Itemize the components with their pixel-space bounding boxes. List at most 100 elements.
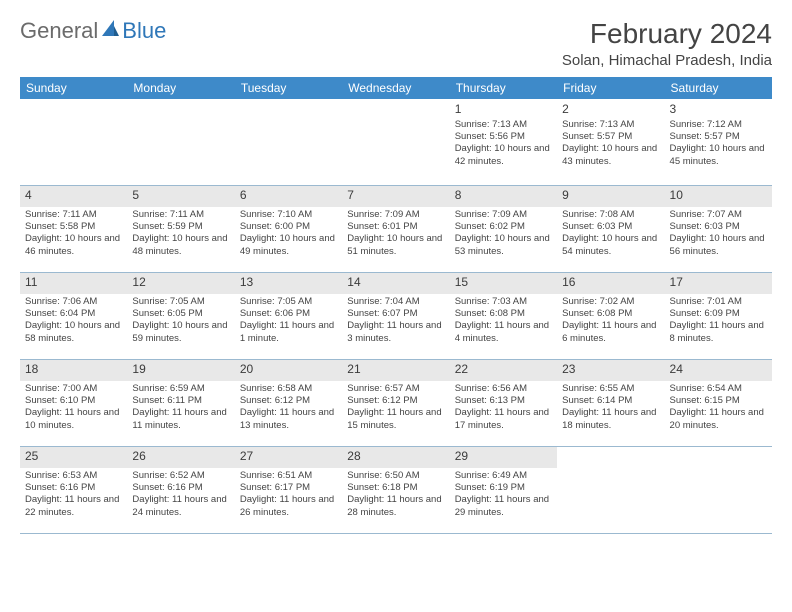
day-number: 29 [455, 449, 552, 465]
day-ss: Sunset: 6:03 PM [562, 221, 659, 233]
brand-logo: General Blue [20, 18, 166, 44]
daynum-bar: 10 [665, 186, 772, 207]
calendar: Sunday Monday Tuesday Wednesday Thursday… [20, 77, 772, 534]
daynum-bar: 9 [557, 186, 664, 207]
daynum-bar: 16 [557, 273, 664, 294]
day-cell: 11Sunrise: 7:06 AMSunset: 6:04 PMDayligh… [20, 273, 127, 359]
day-number: 16 [562, 275, 659, 291]
day-cell: 25Sunrise: 6:53 AMSunset: 6:16 PMDayligh… [20, 447, 127, 533]
day-cell: 7Sunrise: 7:09 AMSunset: 6:01 PMDaylight… [342, 186, 449, 272]
daynum-bar: 24 [665, 360, 772, 381]
day-cell: 21Sunrise: 6:57 AMSunset: 6:12 PMDayligh… [342, 360, 449, 446]
day-ss: Sunset: 6:15 PM [670, 395, 767, 407]
day-dl: Daylight: 10 hours and 59 minutes. [132, 320, 229, 345]
day-number: 17 [670, 275, 767, 291]
daynum-bar: 2 [562, 102, 659, 118]
day-sr: Sunrise: 7:02 AM [562, 296, 659, 308]
day-number: 7 [347, 188, 444, 204]
day-ss: Sunset: 6:09 PM [670, 308, 767, 320]
day-cell: 14 Sunrise: 7:04 AMSunset: 6:07 PMDayligh… [342, 273, 449, 359]
day-cell: 2Sunrise: 7:13 AMSunset: 5:57 PMDaylight… [557, 99, 664, 185]
day-dl: Daylight: 11 hours and 24 minutes. [132, 494, 229, 519]
weekday-header: Wednesday [342, 77, 449, 99]
day-dl: Daylight: 11 hours and 4 minutes. [455, 320, 552, 345]
day-ss: Sunset: 6:10 PM [25, 395, 122, 407]
day-cell: 20Sunrise: 6:58 AMSunset: 6:12 PMDayligh… [235, 360, 342, 446]
daynum-bar: 13 [235, 273, 342, 294]
weekday-header: Monday [127, 77, 234, 99]
weekday-header: Friday [557, 77, 664, 99]
weekday-header: Tuesday [235, 77, 342, 99]
daynum-bar: 4 [20, 186, 127, 207]
location: Solan, Himachal Pradesh, India [562, 52, 772, 69]
day-sr: Sunrise: 7:08 AM [562, 209, 659, 221]
day-number: 20 [240, 362, 337, 378]
week-row: 25Sunrise: 6:53 AMSunset: 6:16 PMDayligh… [20, 447, 772, 534]
day-number: 2 [562, 102, 659, 118]
day-dl: Daylight: 11 hours and 22 minutes. [25, 494, 122, 519]
day-dl: Daylight: 10 hours and 54 minutes. [562, 233, 659, 258]
day-dl: Daylight: 11 hours and 3 minutes. [347, 320, 444, 345]
day-cell: 9 Sunrise: 7:08 AMSunset: 6:03 PMDaylight… [557, 186, 664, 272]
day-ss: Sunset: 5:58 PM [25, 221, 122, 233]
day-cell [557, 447, 664, 533]
day-cell [20, 99, 127, 185]
day-sr: Sunrise: 6:51 AM [240, 470, 337, 482]
day-dl: Daylight: 11 hours and 11 minutes. [132, 407, 229, 432]
day-dl: Daylight: 10 hours and 51 minutes. [347, 233, 444, 258]
daynum-bar: 25 [20, 447, 127, 468]
day-ss: Sunset: 5:57 PM [670, 131, 767, 143]
day-sr: Sunrise: 7:13 AM [562, 119, 659, 131]
daynum-bar: 8 [450, 186, 557, 207]
day-number: 25 [25, 449, 122, 465]
day-cell: 27Sunrise: 6:51 AMSunset: 6:17 PMDayligh… [235, 447, 342, 533]
day-dl: Daylight: 11 hours and 6 minutes. [562, 320, 659, 345]
day-sr: Sunrise: 6:55 AM [562, 383, 659, 395]
day-dl: Daylight: 11 hours and 17 minutes. [455, 407, 552, 432]
day-cell: 28Sunrise: 6:50 AMSunset: 6:18 PMDayligh… [342, 447, 449, 533]
day-dl: Daylight: 10 hours and 58 minutes. [25, 320, 122, 345]
day-sr: Sunrise: 6:53 AM [25, 470, 122, 482]
day-ss: Sunset: 5:59 PM [132, 221, 229, 233]
day-dl: Daylight: 11 hours and 1 minute. [240, 320, 337, 345]
day-number: 4 [25, 188, 122, 204]
day-sr: Sunrise: 6:57 AM [347, 383, 444, 395]
day-dl: Daylight: 11 hours and 28 minutes. [347, 494, 444, 519]
week-row: 11Sunrise: 7:06 AMSunset: 6:04 PMDayligh… [20, 273, 772, 360]
day-ss: Sunset: 6:04 PM [25, 308, 122, 320]
day-dl: Daylight: 10 hours and 46 minutes. [25, 233, 122, 258]
day-sr: Sunrise: 7:04 AM [347, 296, 444, 308]
day-number: 15 [455, 275, 552, 291]
day-cell: 16Sunrise: 7:02 AMSunset: 6:08 PMDayligh… [557, 273, 664, 359]
day-sr: Sunrise: 7:05 AM [240, 296, 337, 308]
day-cell: 6Sunrise: 7:10 AMSunset: 6:00 PMDaylight… [235, 186, 342, 272]
day-sr: Sunrise: 7:01 AM [670, 296, 767, 308]
day-ss: Sunset: 6:11 PM [132, 395, 229, 407]
day-dl: Daylight: 11 hours and 20 minutes. [670, 407, 767, 432]
day-ss: Sunset: 6:16 PM [132, 482, 229, 494]
header: General Blue February 2024 Solan, Himach… [20, 18, 772, 69]
day-ss: Sunset: 6:07 PM [347, 308, 444, 320]
day-number: 23 [562, 362, 659, 378]
daynum-bar: 14 [342, 273, 449, 294]
weekday-header: Sunday [20, 77, 127, 99]
day-sr: Sunrise: 7:11 AM [25, 209, 122, 221]
day-ss: Sunset: 5:57 PM [562, 131, 659, 143]
day-sr: Sunrise: 6:54 AM [670, 383, 767, 395]
day-cell [342, 99, 449, 185]
day-number: 14 [347, 275, 444, 291]
day-cell: 17Sunrise: 7:01 AMSunset: 6:09 PMDayligh… [665, 273, 772, 359]
day-ss: Sunset: 6:06 PM [240, 308, 337, 320]
day-dl: Daylight: 10 hours and 53 minutes. [455, 233, 552, 258]
brand-part2: Blue [122, 18, 166, 44]
daynum-bar: 1 [455, 102, 552, 118]
day-sr: Sunrise: 6:49 AM [455, 470, 552, 482]
day-sr: Sunrise: 7:09 AM [455, 209, 552, 221]
day-number: 9 [562, 188, 659, 204]
daynum-bar: 11 [20, 273, 127, 294]
daynum-bar: 17 [665, 273, 772, 294]
day-cell: 23Sunrise: 6:55 AMSunset: 6:14 PMDayligh… [557, 360, 664, 446]
weekday-header: Thursday [450, 77, 557, 99]
day-cell: 3Sunrise: 7:12 AMSunset: 5:57 PMDaylight… [665, 99, 772, 185]
day-cell: 4 Sunrise: 7:11 AMSunset: 5:58 PMDaylight… [20, 186, 127, 272]
